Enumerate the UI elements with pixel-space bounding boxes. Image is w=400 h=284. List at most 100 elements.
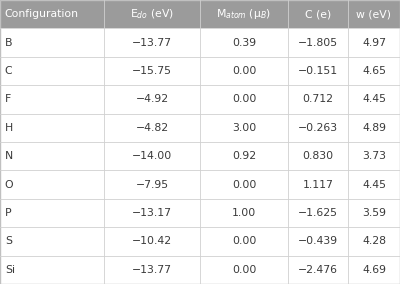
Text: −13.17: −13.17 <box>132 208 172 218</box>
Bar <box>288 227 348 256</box>
Text: 0.00: 0.00 <box>232 236 256 247</box>
Bar <box>288 57 348 85</box>
Text: 4.97: 4.97 <box>362 37 386 48</box>
Bar <box>200 114 288 142</box>
Text: 4.89: 4.89 <box>362 123 386 133</box>
Text: 4.45: 4.45 <box>362 94 386 105</box>
Text: −1.805: −1.805 <box>298 37 338 48</box>
Text: Si: Si <box>5 265 15 275</box>
Bar <box>200 142 288 170</box>
Bar <box>104 0 200 28</box>
Text: −2.476: −2.476 <box>298 265 338 275</box>
Bar <box>0 256 104 284</box>
Bar <box>200 0 288 28</box>
Text: O: O <box>5 179 14 190</box>
Text: 3.73: 3.73 <box>362 151 386 161</box>
Text: 0.92: 0.92 <box>232 151 256 161</box>
Bar <box>200 256 288 284</box>
Bar <box>348 142 400 170</box>
Bar <box>348 57 400 85</box>
Text: E$_{do}$ (eV): E$_{do}$ (eV) <box>130 7 174 21</box>
Bar <box>104 227 200 256</box>
Text: 3.59: 3.59 <box>362 208 386 218</box>
Bar <box>104 170 200 199</box>
Text: −15.75: −15.75 <box>132 66 172 76</box>
Bar <box>0 199 104 227</box>
Bar <box>104 114 200 142</box>
Bar <box>288 256 348 284</box>
Bar <box>0 28 104 57</box>
Bar <box>348 85 400 114</box>
Bar <box>104 57 200 85</box>
Text: −7.95: −7.95 <box>136 179 168 190</box>
Text: 3.00: 3.00 <box>232 123 256 133</box>
Text: 4.65: 4.65 <box>362 66 386 76</box>
Bar <box>348 114 400 142</box>
Text: 0.00: 0.00 <box>232 179 256 190</box>
Text: −4.82: −4.82 <box>136 123 168 133</box>
Text: F: F <box>5 94 11 105</box>
Bar <box>348 0 400 28</box>
Bar <box>104 199 200 227</box>
Bar <box>288 85 348 114</box>
Text: −0.263: −0.263 <box>298 123 338 133</box>
Bar <box>0 57 104 85</box>
Text: 0.00: 0.00 <box>232 265 256 275</box>
Bar <box>288 199 348 227</box>
Bar <box>348 227 400 256</box>
Text: −13.77: −13.77 <box>132 265 172 275</box>
Text: N: N <box>5 151 13 161</box>
Bar <box>104 256 200 284</box>
Text: C: C <box>5 66 12 76</box>
Text: −4.92: −4.92 <box>136 94 168 105</box>
Bar <box>288 28 348 57</box>
Text: −0.439: −0.439 <box>298 236 338 247</box>
Text: 0.00: 0.00 <box>232 66 256 76</box>
Bar <box>200 199 288 227</box>
Bar <box>200 227 288 256</box>
Bar <box>0 142 104 170</box>
Text: 4.69: 4.69 <box>362 265 386 275</box>
Text: S: S <box>5 236 12 247</box>
Text: P: P <box>5 208 12 218</box>
Bar <box>104 142 200 170</box>
Text: 4.45: 4.45 <box>362 179 386 190</box>
Text: −0.151: −0.151 <box>298 66 338 76</box>
Bar <box>104 85 200 114</box>
Text: −13.77: −13.77 <box>132 37 172 48</box>
Bar <box>104 28 200 57</box>
Text: H: H <box>5 123 13 133</box>
Bar <box>0 85 104 114</box>
Text: 4.28: 4.28 <box>362 236 386 247</box>
Text: −14.00: −14.00 <box>132 151 172 161</box>
Bar <box>288 114 348 142</box>
Text: M$_{atom}$ (μ$_{B}$): M$_{atom}$ (μ$_{B}$) <box>216 7 272 21</box>
Bar <box>348 170 400 199</box>
Bar <box>288 0 348 28</box>
Text: 0.00: 0.00 <box>232 94 256 105</box>
Bar <box>0 114 104 142</box>
Bar <box>348 256 400 284</box>
Text: 0.712: 0.712 <box>302 94 334 105</box>
Bar <box>200 85 288 114</box>
Bar <box>200 57 288 85</box>
Bar <box>348 28 400 57</box>
Bar <box>288 170 348 199</box>
Text: 1.00: 1.00 <box>232 208 256 218</box>
Bar <box>200 28 288 57</box>
Bar <box>0 170 104 199</box>
Text: w (eV): w (eV) <box>356 9 392 19</box>
Bar <box>0 0 104 28</box>
Text: C (e): C (e) <box>305 9 331 19</box>
Text: 0.39: 0.39 <box>232 37 256 48</box>
Text: −10.42: −10.42 <box>132 236 172 247</box>
Text: 1.117: 1.117 <box>302 179 334 190</box>
Text: Configuration: Configuration <box>5 9 79 19</box>
Bar <box>200 170 288 199</box>
Bar <box>288 142 348 170</box>
Text: B: B <box>5 37 12 48</box>
Bar <box>0 227 104 256</box>
Text: 0.830: 0.830 <box>302 151 334 161</box>
Text: −1.625: −1.625 <box>298 208 338 218</box>
Bar <box>348 199 400 227</box>
